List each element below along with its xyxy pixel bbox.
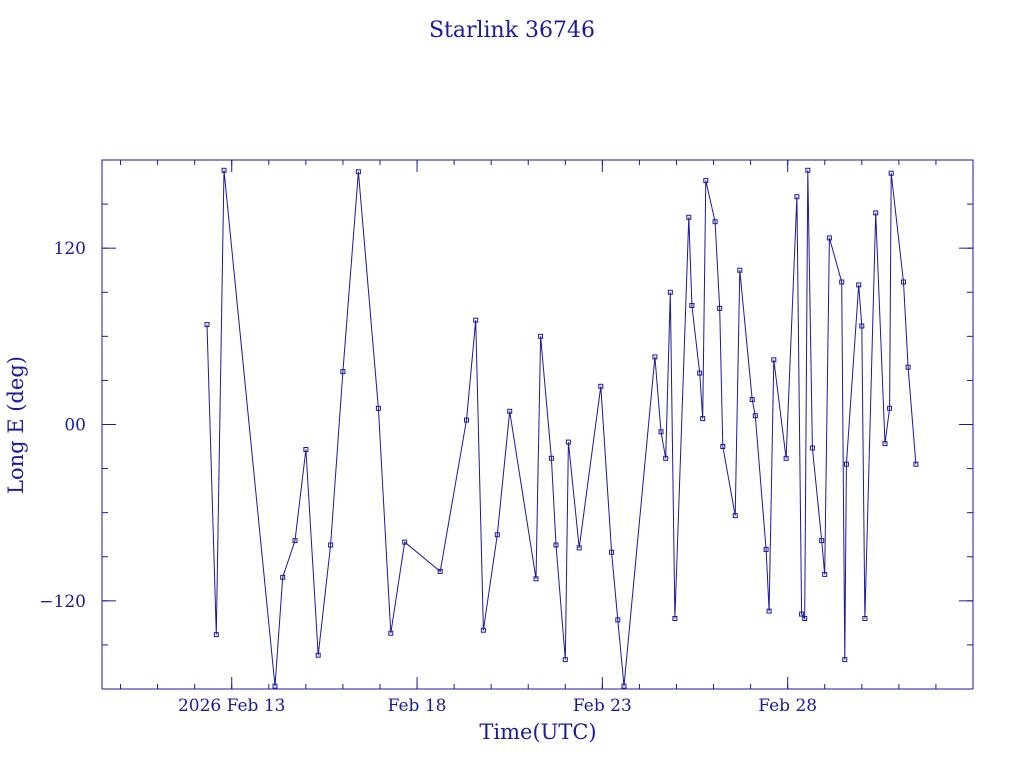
data-point [598,383,604,389]
y-tick-label: 120 [54,239,86,259]
data-point [204,322,210,328]
data-point [375,405,381,411]
data-point [328,542,334,548]
data-point [737,267,743,273]
data-point [717,305,723,311]
x-tick-label: 2026 Feb 13 [178,696,286,716]
data-point [280,574,286,580]
data-point [712,219,718,225]
data-point [533,576,539,582]
data-point [507,408,513,414]
x-tick-label: Feb 23 [573,696,632,716]
data-point [667,289,673,295]
y-axis-label: Long E (deg) [4,356,28,494]
data-point [720,444,726,449]
data-point [565,439,571,445]
data-point [621,683,627,689]
data-point [658,429,664,435]
data-point [700,416,706,422]
data-point [873,210,879,216]
data-point [732,513,738,519]
data-point [494,532,500,538]
data-point [464,417,469,423]
data-point [826,235,832,241]
data-point [794,194,800,200]
data-point [749,397,755,402]
data-point [615,617,621,623]
plot-frame [101,159,974,690]
y-tick-label: −120 [39,592,86,612]
data-point [862,616,868,621]
data-point [771,357,777,363]
data-point [548,455,554,461]
x-axis-ticks [120,160,974,689]
data-point [905,364,911,370]
data-point [689,303,695,308]
data-point [303,447,309,452]
data-point [822,571,828,577]
data-point [819,538,825,544]
y-axis-tick-labels: 120 00 −120 [39,239,86,612]
data-point [473,317,479,323]
data-point [839,279,845,285]
data-point [783,455,789,461]
data-point [766,608,772,614]
data-point [809,445,815,451]
data-point [859,323,865,329]
y-tick-label: 00 [64,416,86,436]
x-tick-label: Feb 28 [758,696,817,716]
data-point [562,657,568,663]
data-point [901,279,906,285]
data-point [842,657,848,663]
data-point [799,611,805,617]
data-point [272,683,278,689]
data-point [888,170,894,176]
data-point [805,167,811,173]
data-point [802,616,808,621]
data-point [856,282,862,288]
data-point [686,214,692,220]
chart-title: Starlink 36746 [429,18,595,43]
data-point [388,630,394,636]
data-point [538,333,544,339]
data-point [703,178,709,184]
data-point [652,354,658,360]
data-point [355,169,361,175]
data-point [221,167,227,173]
data-point [763,546,769,552]
y-axis-ticks [102,159,973,690]
data-point [887,405,893,411]
data-point [437,568,443,574]
data-point [609,549,615,555]
plot-area [204,167,919,689]
data-point [292,538,298,544]
data-point [843,461,849,467]
data-point [402,539,408,545]
x-axis-tick-labels: 2026 Feb 13 Feb 18 Feb 23 Feb 28 [178,696,817,716]
data-point [882,441,888,447]
x-tick-label: Feb 18 [388,696,447,716]
data-point [663,455,669,461]
data-point [315,652,321,658]
data-point [752,413,758,419]
data-point [913,461,919,467]
series-line [206,170,917,687]
data-point [553,542,559,548]
data-point [480,627,486,633]
data-point [213,632,219,638]
data-point [576,545,582,551]
data-point [340,369,346,375]
x-axis-label: Time(UTC) [479,720,596,744]
data-point [697,370,703,376]
data-point [672,616,678,621]
